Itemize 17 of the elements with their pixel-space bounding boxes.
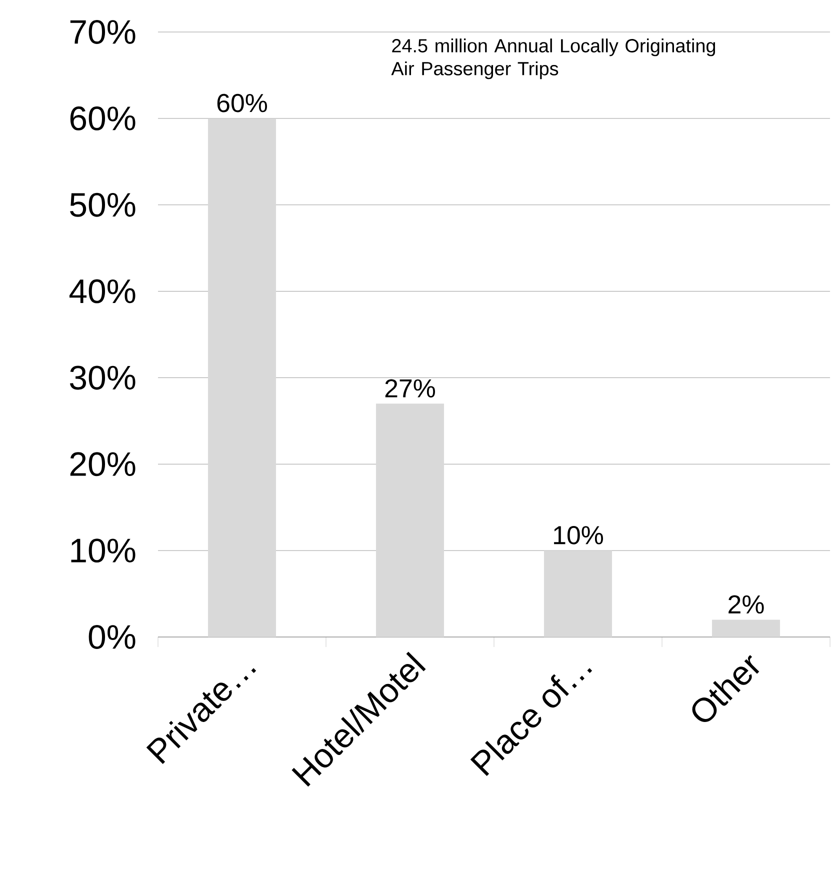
bar: [712, 620, 780, 637]
y-tick-label: 30%: [70, 366, 136, 390]
y-tick-label: 20%: [70, 452, 136, 476]
data-label: 60%: [217, 94, 267, 112]
bar: [376, 404, 444, 637]
data-label: 27%: [385, 379, 435, 398]
data-label: 2%: [728, 595, 764, 614]
y-tick-label: 10%: [71, 538, 136, 563]
y-tick-label: 70%: [70, 20, 136, 44]
data-label: 10%: [554, 526, 603, 544]
bar: [208, 118, 276, 637]
y-tick-label: 60%: [70, 106, 136, 130]
annotation: 24.5 million Annual Locally Originating Air Passenger Trips: [391, 38, 716, 80]
y-tick-label: 0%: [88, 625, 136, 649]
y-tick-label: 50%: [70, 192, 136, 217]
bar: [544, 550, 612, 637]
y-tick-label: 40%: [69, 279, 136, 304]
